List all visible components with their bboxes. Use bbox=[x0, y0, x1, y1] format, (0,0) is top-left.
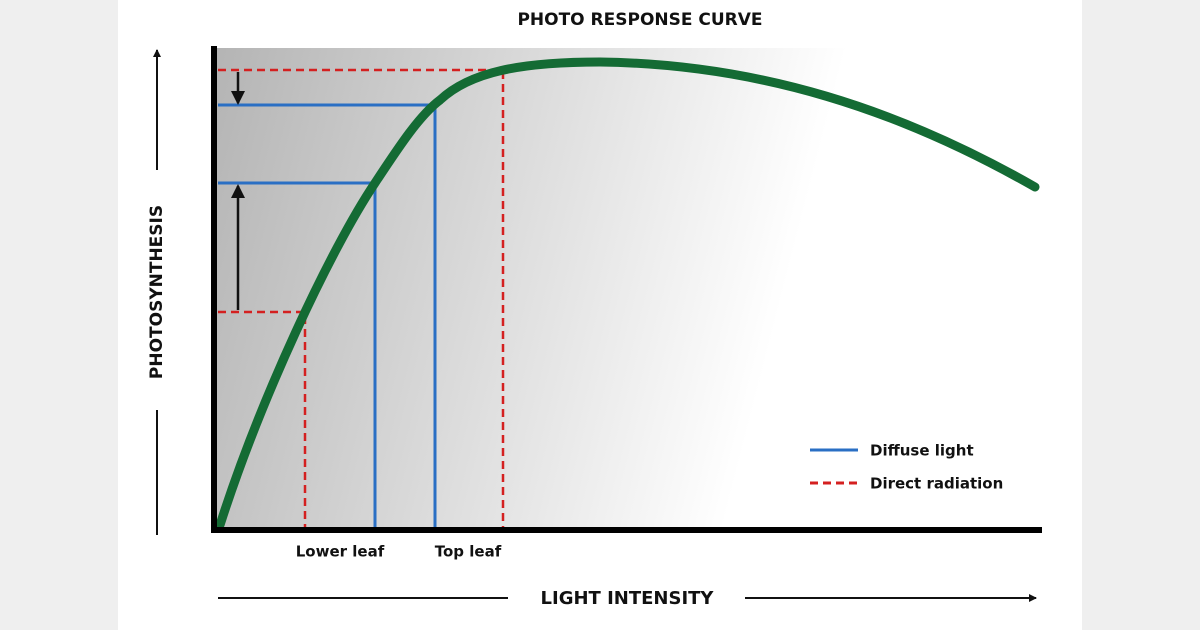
legend-label: Diffuse light bbox=[870, 442, 974, 460]
x-label: Lower leaf bbox=[296, 543, 385, 561]
plot-area bbox=[215, 48, 1040, 530]
response-curve bbox=[215, 57, 1040, 530]
title: PHOTO RESPONSE CURVE bbox=[517, 10, 762, 30]
x-axis-label: LIGHT INTENSITY bbox=[541, 588, 715, 609]
direct-lines bbox=[218, 68, 505, 530]
x-label: Top leaf bbox=[435, 543, 502, 561]
legend-label: Direct radiation bbox=[870, 475, 1003, 493]
y-axis-label: PHOTOSYNTHESIS bbox=[147, 205, 167, 379]
legend: Diffuse light Direct radiation bbox=[810, 442, 1003, 493]
